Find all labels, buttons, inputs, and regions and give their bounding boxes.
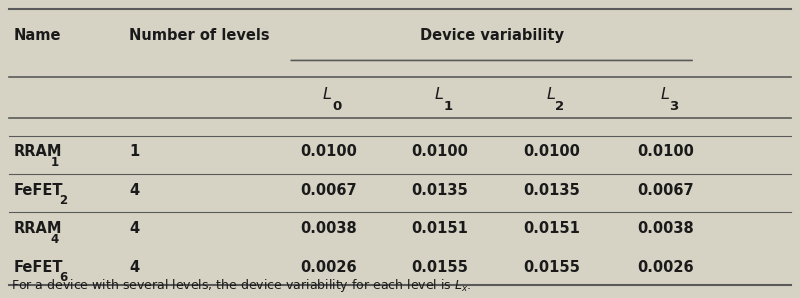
Text: 0.0151: 0.0151 (523, 221, 580, 236)
Text: 0.0026: 0.0026 (300, 260, 357, 274)
Text: 4: 4 (129, 260, 139, 274)
Text: 0.0155: 0.0155 (523, 260, 580, 274)
Text: 3: 3 (670, 100, 678, 113)
Text: 4: 4 (129, 221, 139, 236)
Text: 4: 4 (129, 183, 139, 198)
Text: FeFET: FeFET (14, 260, 63, 274)
Text: 0.0100: 0.0100 (411, 145, 468, 159)
Text: 4: 4 (51, 232, 59, 246)
Text: 0.0067: 0.0067 (637, 183, 694, 198)
Text: 1: 1 (444, 100, 453, 113)
Text: 0: 0 (332, 100, 342, 113)
Text: 0.0155: 0.0155 (411, 260, 468, 274)
Text: $\mathit{L}$: $\mathit{L}$ (659, 86, 670, 103)
Text: 1: 1 (129, 145, 139, 159)
Text: FeFET: FeFET (14, 183, 63, 198)
Text: 0.0100: 0.0100 (523, 145, 580, 159)
Text: 0.0026: 0.0026 (637, 260, 694, 274)
Text: RRAM: RRAM (14, 145, 62, 159)
Text: 1: 1 (51, 156, 59, 169)
Text: Name: Name (14, 28, 61, 43)
Text: 2: 2 (555, 100, 565, 113)
Text: 2: 2 (59, 194, 67, 207)
Text: $\mathit{L}$: $\mathit{L}$ (322, 86, 332, 103)
Text: Number of levels: Number of levels (129, 28, 270, 43)
Text: 6: 6 (59, 271, 67, 284)
Text: 0.0038: 0.0038 (637, 221, 694, 236)
Text: 0.0100: 0.0100 (300, 145, 357, 159)
Text: 0.0038: 0.0038 (300, 221, 357, 236)
Text: 0.0100: 0.0100 (637, 145, 694, 159)
Text: Device variability: Device variability (420, 28, 564, 43)
Text: 0.0135: 0.0135 (411, 183, 468, 198)
Text: $\mathit{L}$: $\mathit{L}$ (546, 86, 555, 103)
Text: 0.0151: 0.0151 (411, 221, 468, 236)
Text: 0.0067: 0.0067 (300, 183, 357, 198)
Text: RRAM: RRAM (14, 221, 62, 236)
Text: 0.0135: 0.0135 (523, 183, 580, 198)
Text: For a device with several levels, the device variability for each level is $\mat: For a device with several levels, the de… (11, 277, 471, 294)
Text: $\mathit{L}$: $\mathit{L}$ (434, 86, 444, 103)
